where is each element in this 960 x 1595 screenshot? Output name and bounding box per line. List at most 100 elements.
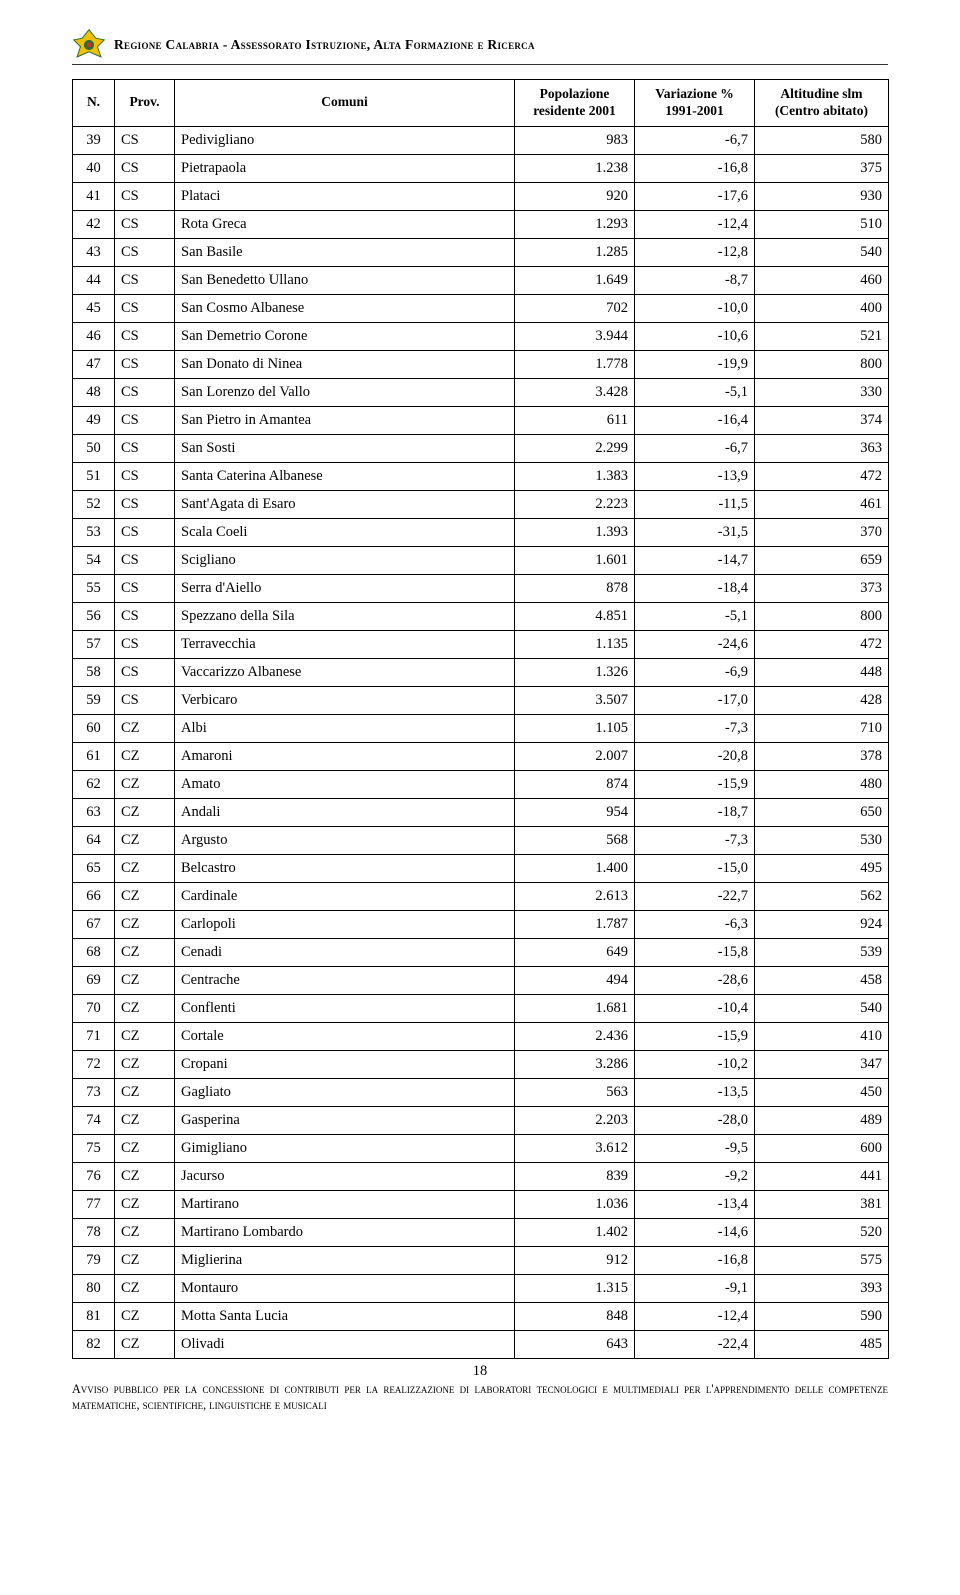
cell-alt: 472 xyxy=(755,462,889,490)
cell-n: 41 xyxy=(73,182,115,210)
cell-com: Gagliato xyxy=(175,1079,515,1107)
cell-alt: 370 xyxy=(755,518,889,546)
cell-alt: 930 xyxy=(755,182,889,210)
cell-n: 45 xyxy=(73,294,115,322)
col-n: N. xyxy=(73,80,115,127)
cell-prov: CZ xyxy=(115,1023,175,1051)
cell-alt: 562 xyxy=(755,883,889,911)
cell-alt: 373 xyxy=(755,575,889,603)
cell-com: Cenadi xyxy=(175,939,515,967)
cell-var: -17,6 xyxy=(635,182,755,210)
cell-var: -9,2 xyxy=(635,1163,755,1191)
cell-var: -17,0 xyxy=(635,687,755,715)
cell-com: Martirano xyxy=(175,1191,515,1219)
cell-com: Cortale xyxy=(175,1023,515,1051)
cell-prov: CZ xyxy=(115,1275,175,1303)
cell-prov: CZ xyxy=(115,1303,175,1331)
cell-n: 61 xyxy=(73,743,115,771)
table-row: 55CSSerra d'Aiello878-18,4373 xyxy=(73,575,889,603)
cell-n: 75 xyxy=(73,1135,115,1163)
cell-com: San Donato di Ninea xyxy=(175,350,515,378)
col-var: Variazione % 1991-2001 xyxy=(635,80,755,127)
cell-n: 70 xyxy=(73,995,115,1023)
table-row: 61CZAmaroni2.007-20,8378 xyxy=(73,743,889,771)
cell-pop: 1.778 xyxy=(515,350,635,378)
table-row: 69CZCentrache494-28,6458 xyxy=(73,967,889,995)
table-row: 76CZJacurso839-9,2441 xyxy=(73,1163,889,1191)
cell-prov: CZ xyxy=(115,911,175,939)
cell-n: 56 xyxy=(73,603,115,631)
cell-var: -6,3 xyxy=(635,911,755,939)
cell-n: 42 xyxy=(73,210,115,238)
table-row: 78CZMartirano Lombardo1.402-14,6520 xyxy=(73,1219,889,1247)
cell-n: 80 xyxy=(73,1275,115,1303)
cell-alt: 924 xyxy=(755,911,889,939)
cell-com: Carlopoli xyxy=(175,911,515,939)
cell-alt: 575 xyxy=(755,1247,889,1275)
cell-pop: 3.428 xyxy=(515,378,635,406)
cell-prov: CS xyxy=(115,126,175,154)
cell-var: -15,9 xyxy=(635,1023,755,1051)
cell-var: -19,9 xyxy=(635,350,755,378)
cell-var: -11,5 xyxy=(635,490,755,518)
cell-alt: 521 xyxy=(755,322,889,350)
cell-com: Cardinale xyxy=(175,883,515,911)
cell-prov: CZ xyxy=(115,855,175,883)
cell-var: -10,0 xyxy=(635,294,755,322)
cell-n: 58 xyxy=(73,659,115,687)
cell-n: 72 xyxy=(73,1051,115,1079)
table-row: 56CSSpezzano della Sila4.851-5,1800 xyxy=(73,603,889,631)
table-row: 54CSScigliano1.601-14,7659 xyxy=(73,546,889,574)
cell-com: Conflenti xyxy=(175,995,515,1023)
cell-var: -7,3 xyxy=(635,715,755,743)
cell-pop: 3.944 xyxy=(515,322,635,350)
table-row: 82CZOlivadi643-22,4485 xyxy=(73,1331,889,1359)
cell-prov: CS xyxy=(115,546,175,574)
cell-var: -14,7 xyxy=(635,546,755,574)
cell-alt: 374 xyxy=(755,406,889,434)
cell-prov: CS xyxy=(115,182,175,210)
cell-alt: 378 xyxy=(755,743,889,771)
table-row: 46CSSan Demetrio Corone3.944-10,6521 xyxy=(73,322,889,350)
cell-prov: CS xyxy=(115,322,175,350)
cell-var: -22,7 xyxy=(635,883,755,911)
cell-n: 73 xyxy=(73,1079,115,1107)
cell-n: 52 xyxy=(73,490,115,518)
cell-pop: 649 xyxy=(515,939,635,967)
table-row: 70CZConflenti1.681-10,4540 xyxy=(73,995,889,1023)
table-row: 62CZAmato874-15,9480 xyxy=(73,771,889,799)
cell-pop: 702 xyxy=(515,294,635,322)
col-prov: Prov. xyxy=(115,80,175,127)
cell-pop: 1.649 xyxy=(515,266,635,294)
cell-var: -7,3 xyxy=(635,827,755,855)
cell-prov: CZ xyxy=(115,715,175,743)
cell-com: San Sosti xyxy=(175,434,515,462)
cell-com: San Benedetto Ullano xyxy=(175,266,515,294)
cell-pop: 1.402 xyxy=(515,1219,635,1247)
cell-var: -10,6 xyxy=(635,322,755,350)
cell-prov: CZ xyxy=(115,995,175,1023)
table-row: 72CZCropani3.286-10,2347 xyxy=(73,1051,889,1079)
table-row: 81CZMotta Santa Lucia848-12,4590 xyxy=(73,1303,889,1331)
cell-pop: 983 xyxy=(515,126,635,154)
cell-n: 50 xyxy=(73,434,115,462)
cell-alt: 410 xyxy=(755,1023,889,1051)
cell-alt: 461 xyxy=(755,490,889,518)
cell-var: -5,1 xyxy=(635,603,755,631)
cell-prov: CS xyxy=(115,518,175,546)
cell-var: -6,7 xyxy=(635,434,755,462)
cell-var: -28,0 xyxy=(635,1107,755,1135)
cell-prov: CZ xyxy=(115,1051,175,1079)
cell-pop: 839 xyxy=(515,1163,635,1191)
cell-prov: CS xyxy=(115,603,175,631)
cell-alt: 347 xyxy=(755,1051,889,1079)
cell-var: -9,1 xyxy=(635,1275,755,1303)
cell-prov: CS xyxy=(115,631,175,659)
cell-prov: CZ xyxy=(115,1135,175,1163)
cell-alt: 375 xyxy=(755,154,889,182)
cell-var: -8,7 xyxy=(635,266,755,294)
cell-pop: 2.223 xyxy=(515,490,635,518)
cell-pop: 1.293 xyxy=(515,210,635,238)
cell-com: Cropani xyxy=(175,1051,515,1079)
cell-alt: 659 xyxy=(755,546,889,574)
